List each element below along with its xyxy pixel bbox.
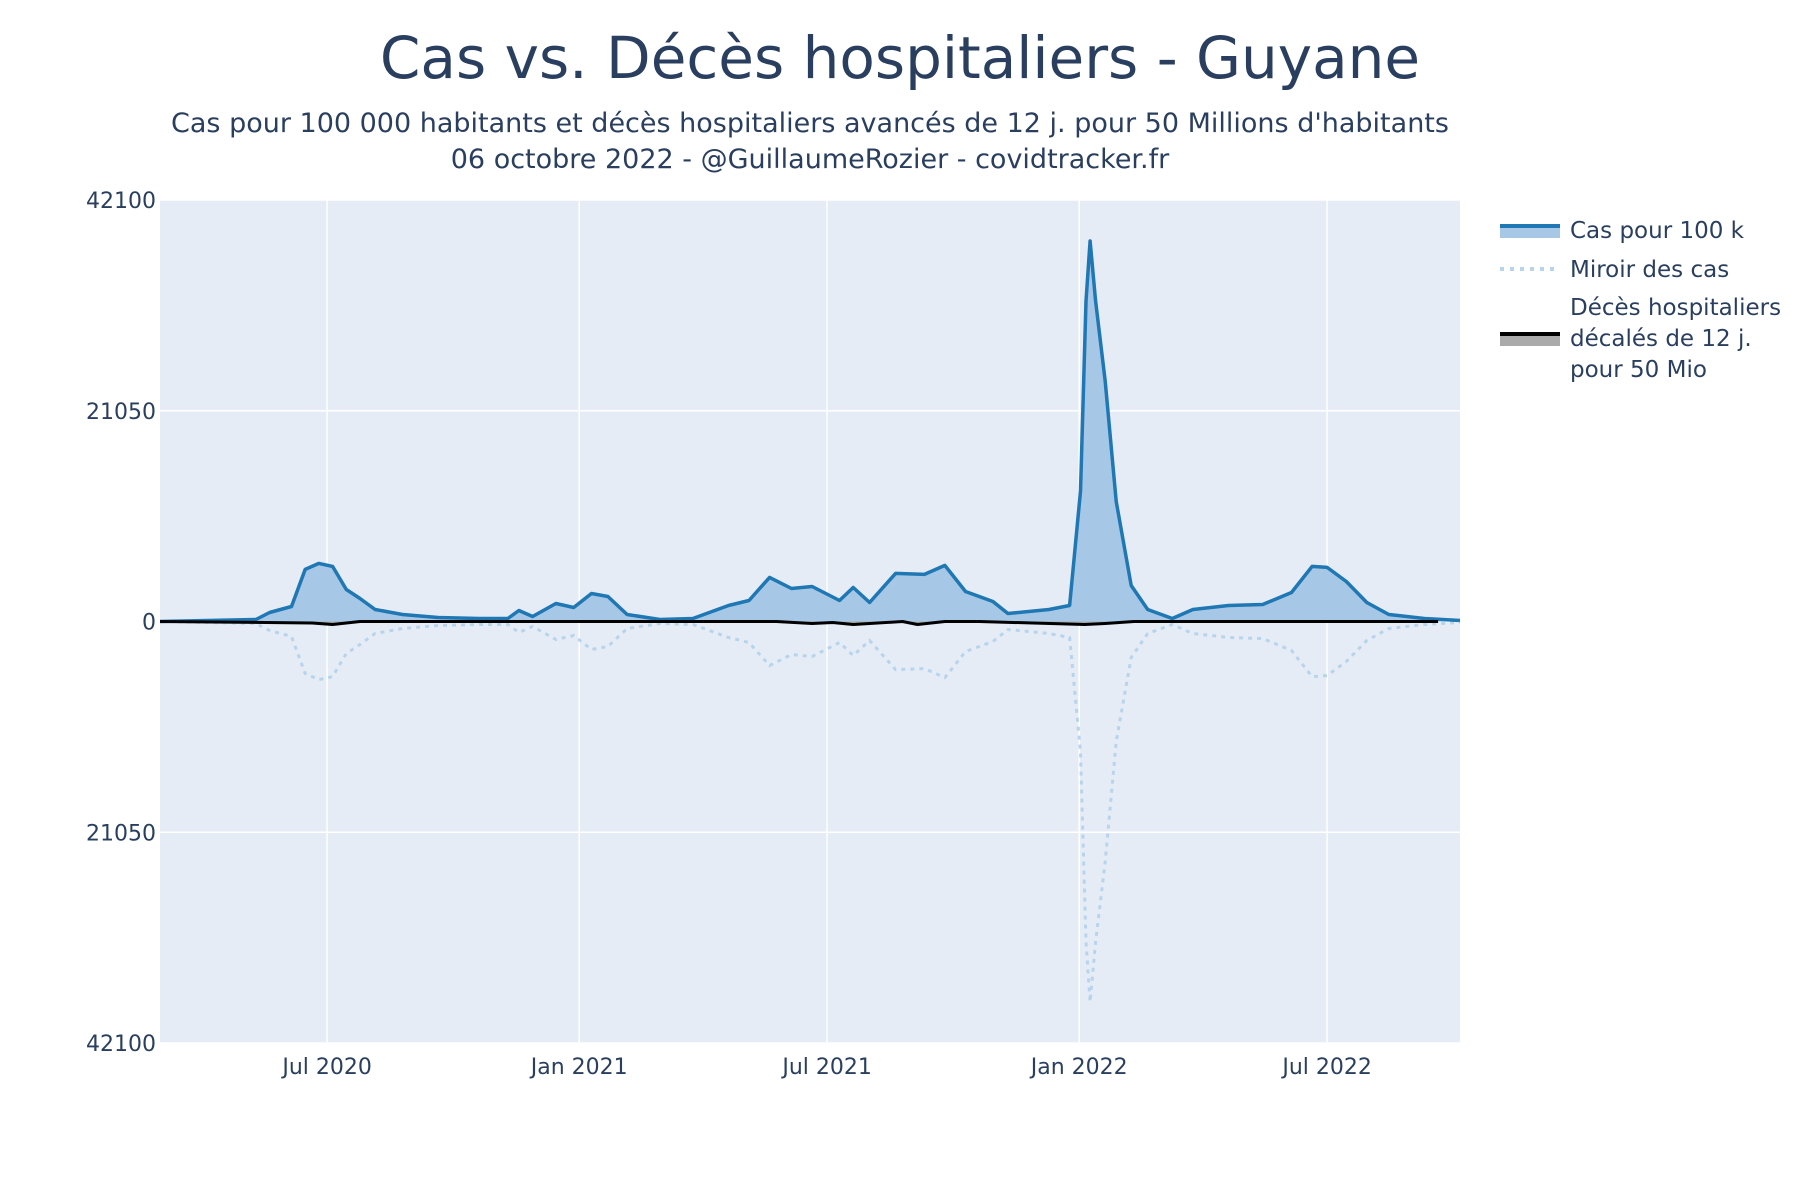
legend-cases-label: Cas pour 100 k (1570, 218, 1745, 244)
x-tick-label-0: Jul 2020 (280, 1055, 372, 1080)
x-tick-label-3: Jan 2022 (1029, 1055, 1128, 1080)
legend-deaths-label-line2: décalés de 12 j. (1570, 326, 1752, 352)
chart-title: Cas vs. Décès hospitaliers - Guyane (380, 24, 1420, 92)
legend-item-mirror[interactable]: Miroir des cas (1500, 257, 1729, 283)
y-tick-label-4: 42100 (86, 1032, 156, 1057)
y-tick-label-2: 0 (142, 611, 156, 636)
x-tick-label-2: Jul 2021 (780, 1055, 872, 1080)
x-tick-label-4: Jul 2022 (1280, 1055, 1372, 1080)
cases-area (160, 241, 1460, 622)
legend-item-cases[interactable]: Cas pour 100 k (1500, 218, 1745, 244)
cases-line (159, 239, 1461, 624)
y-tick-label-1: 21050 (86, 400, 156, 425)
legend-mirror-label: Miroir des cas (1570, 257, 1729, 283)
y-axis: 42100 21050 0 21050 42100 (86, 189, 156, 1057)
legend-deaths-label-line1: Décès hospitaliers (1570, 295, 1781, 321)
legend-deaths-swatch (1500, 336, 1560, 346)
legend-item-deaths[interactable]: Décès hospitaliers décalés de 12 j. pour… (1500, 295, 1781, 383)
deaths-line (159, 620, 1439, 626)
chart-subtitle-line2: 06 octobre 2022 - @GuillaumeRozier - cov… (451, 144, 1170, 175)
y-tick-label-3: 21050 (86, 821, 156, 846)
mirror-line (159, 620, 1461, 1003)
legend-deaths-label-line3: pour 50 Mio (1570, 357, 1707, 383)
legend[interactable]: Cas pour 100 k Miroir des cas Décès hosp… (1500, 218, 1781, 383)
x-tick-label-1: Jan 2021 (529, 1055, 628, 1080)
y-tick-label-0: 42100 (86, 189, 156, 214)
legend-cases-swatch (1500, 228, 1560, 238)
x-axis: Jul 2020 Jan 2021 Jul 2021 Jan 2022 Jul 2022 (280, 1055, 1372, 1080)
chart-subtitle-line1: Cas pour 100 000 habitants et décès hosp… (171, 108, 1449, 139)
series-layer (159, 239, 1461, 1003)
